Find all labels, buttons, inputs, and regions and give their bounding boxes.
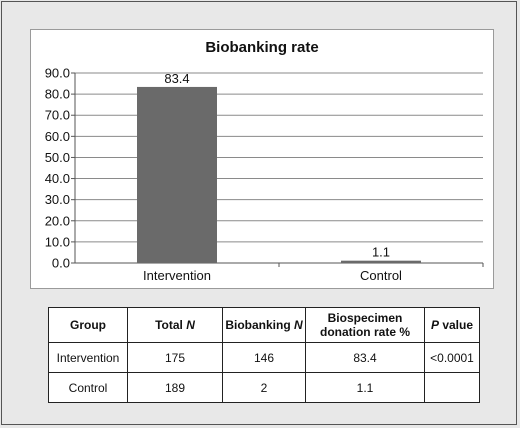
data-label: 83.4 <box>164 71 189 86</box>
data-label: 1.1 <box>372 245 390 260</box>
table-row: Intervention 175 146 83.4 <0.0001 <box>48 342 480 373</box>
results-table: Group Total N Biobanking N Biospecimen d… <box>48 307 480 403</box>
chart-title: Biobanking rate <box>205 39 318 56</box>
x-tick-label: Control <box>360 268 402 283</box>
x-tick-label: Intervention <box>143 268 211 283</box>
y-tick-label: 50.0 <box>45 150 70 165</box>
cell-donation-rate: 83.4 <box>305 342 425 373</box>
y-tick-label: 10.0 <box>45 234 70 249</box>
y-tick-label: 60.0 <box>45 129 70 144</box>
cell-biobanking-n: 146 <box>222 342 306 373</box>
header-p-value: P value <box>424 307 480 343</box>
cell-total-n: 175 <box>127 342 223 373</box>
table-row: Control 189 2 1.1 <box>48 372 480 403</box>
results-table-wrap: Group Total N Biobanking N Biospecimen d… <box>48 307 480 403</box>
cell-p-value <box>424 372 480 403</box>
bar-chart: Biobanking rate 0.0 10.0 20.0 30.0 40.0 50.0 60… <box>45 39 484 283</box>
y-tick-label: 70.0 <box>45 108 70 123</box>
cell-p-value: <0.0001 <box>424 342 480 373</box>
cell-group: Control <box>48 372 128 403</box>
cell-donation-rate: 1.1 <box>305 372 425 403</box>
cell-total-n: 189 <box>127 372 223 403</box>
cell-biobanking-n: 2 <box>222 372 306 403</box>
y-tick-label: 40.0 <box>45 171 70 186</box>
y-tick-label: 20.0 <box>45 213 70 228</box>
bar-intervention <box>137 86 217 263</box>
header-group: Group <box>48 307 128 343</box>
bar-control <box>341 260 421 263</box>
table-header-row: Group Total N Biobanking N Biospecimen d… <box>48 307 480 343</box>
header-biobanking-n: Biobanking N <box>222 307 306 343</box>
y-tick-label: 0.0 <box>52 256 70 271</box>
chart-panel: Biobanking rate 0.0 10.0 20.0 30.0 40.0 50.0 60… <box>30 29 494 289</box>
cell-group: Intervention <box>48 342 128 373</box>
y-tick-label: 80.0 <box>45 87 70 102</box>
header-donation-rate: Biospecimen donation rate % <box>305 307 425 343</box>
header-total-n: Total N <box>127 307 223 343</box>
y-tick-label: 90.0 <box>45 66 70 81</box>
y-tick-label: 30.0 <box>45 192 70 207</box>
